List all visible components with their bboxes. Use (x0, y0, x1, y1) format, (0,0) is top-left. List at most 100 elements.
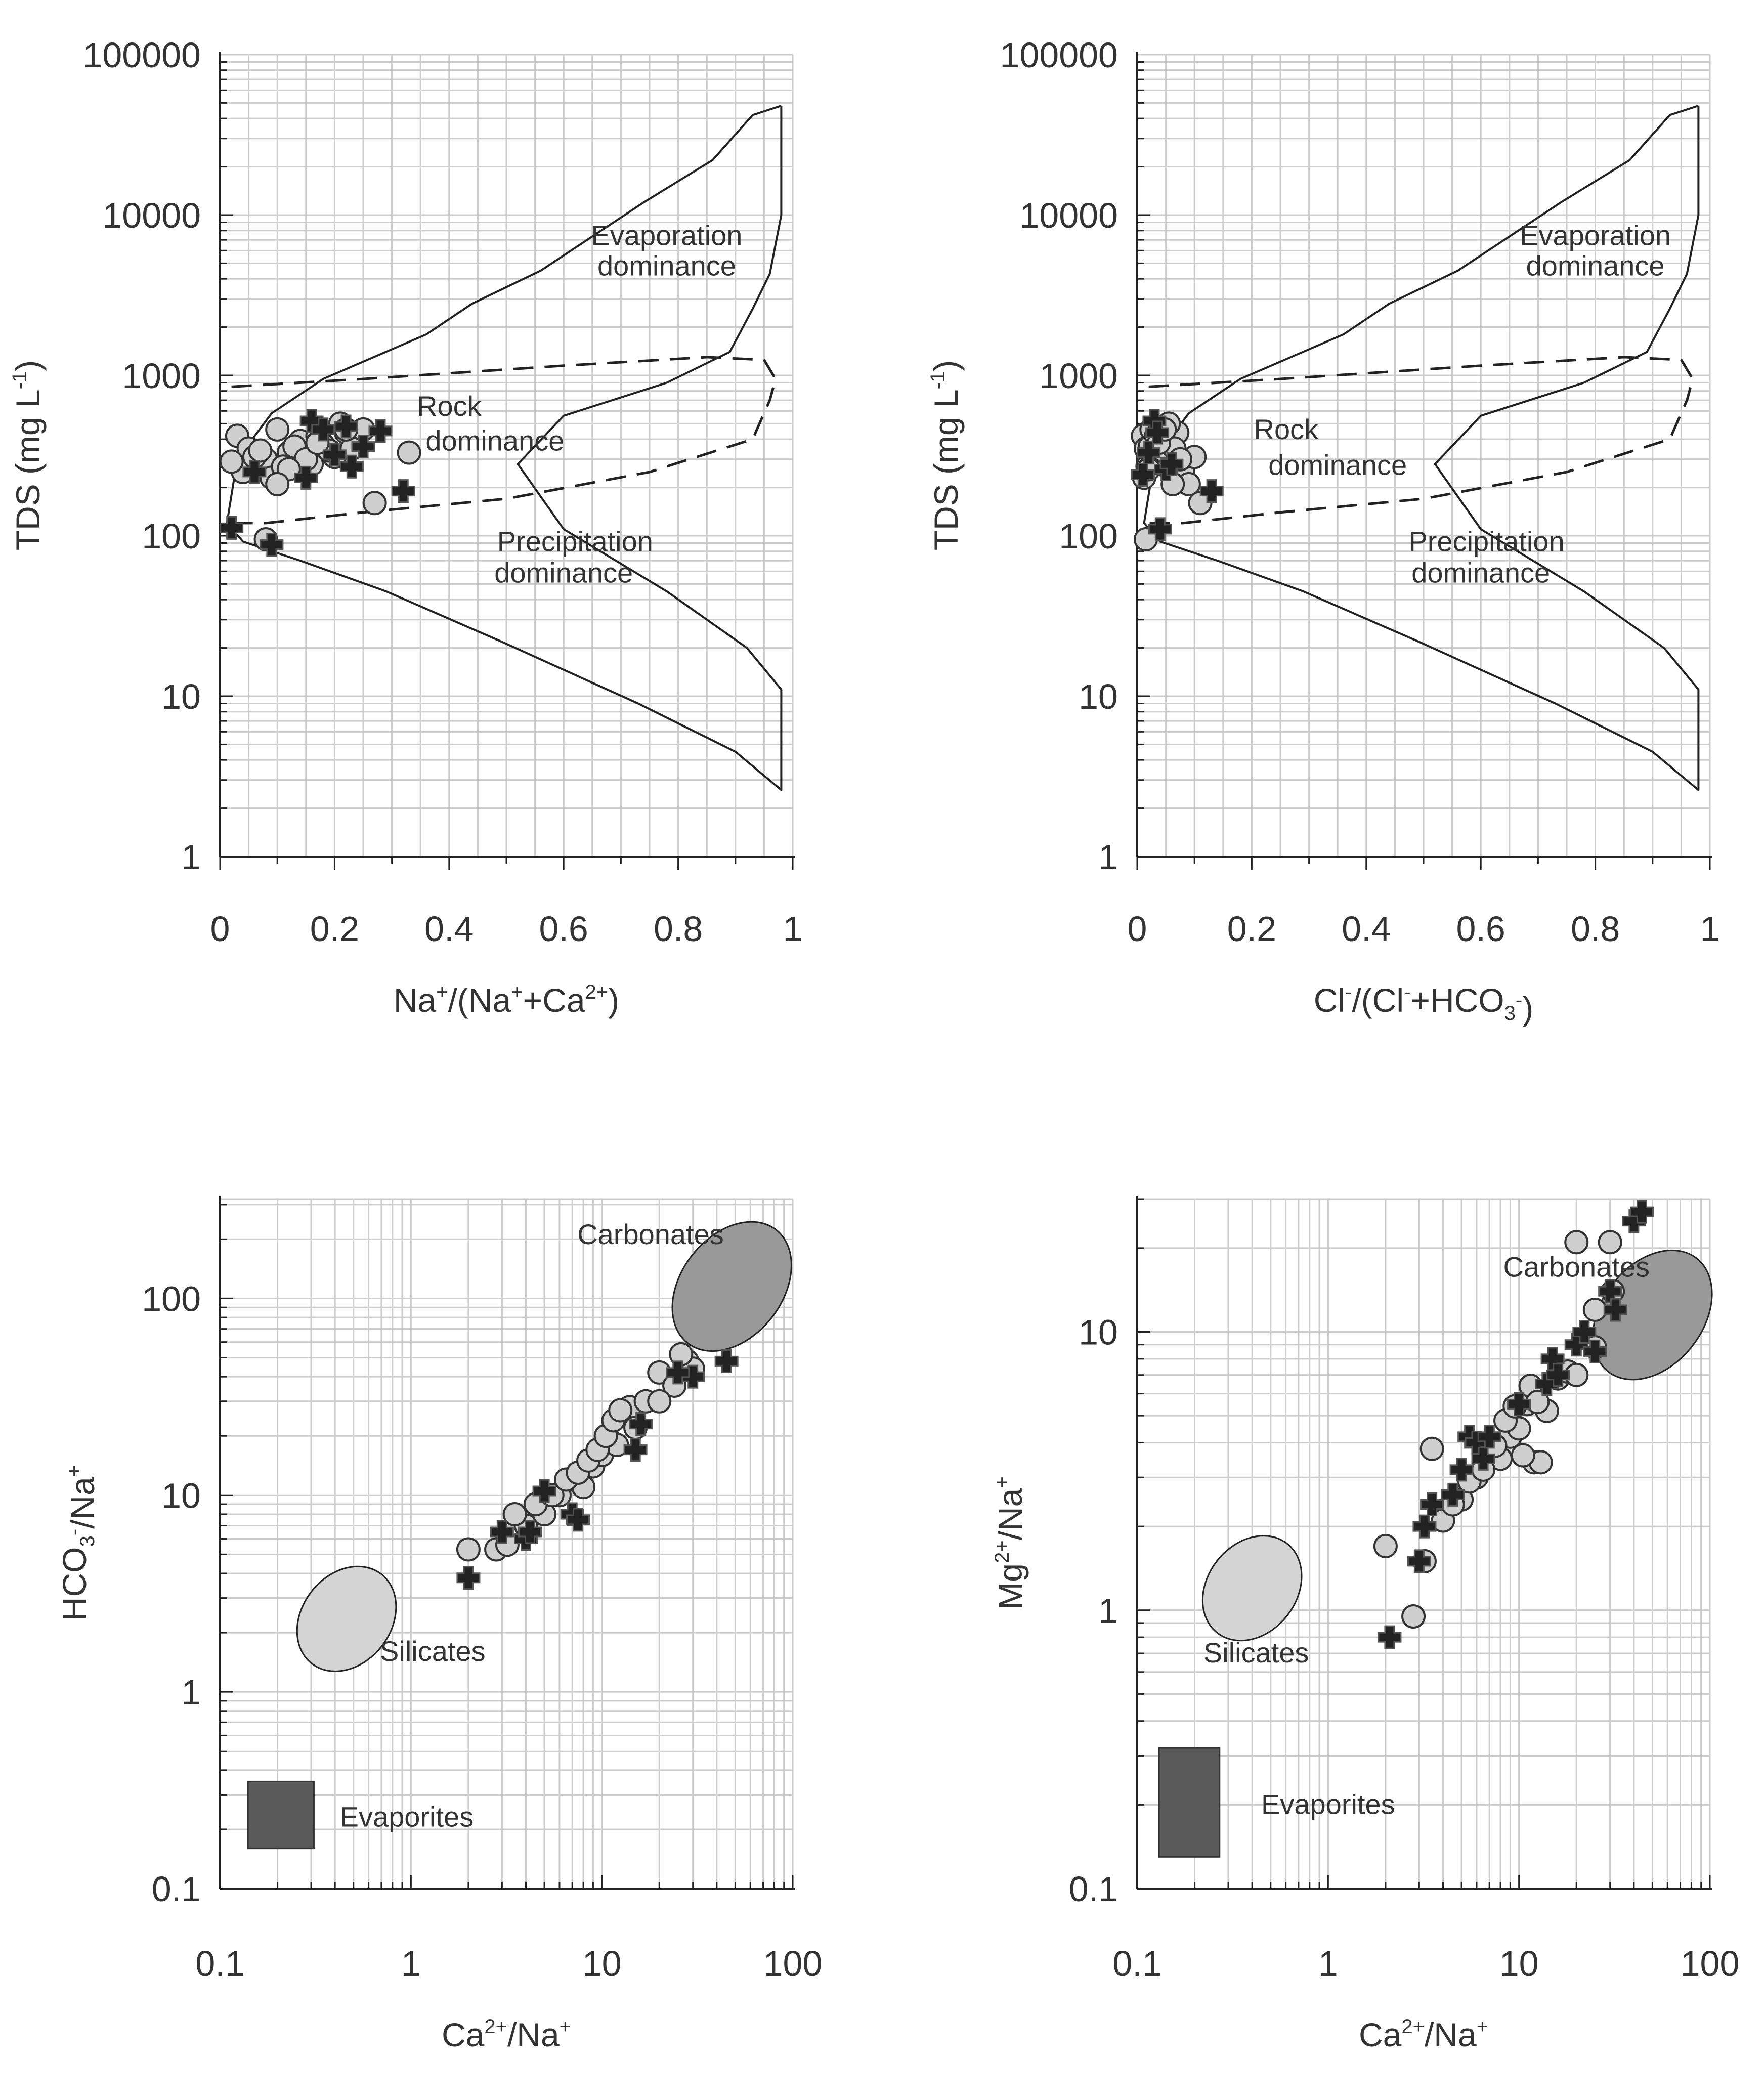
x-tick-label: 0 (210, 909, 230, 949)
y-axis-title: HCO3-/Na+ (56, 1465, 101, 1621)
y-tick-label: 100 (1059, 517, 1118, 556)
x-tick-label: 1 (1318, 1944, 1338, 1983)
x-axis-title: Na+/(Na++Ca2+) (394, 981, 619, 1019)
data-point-cross (1148, 517, 1172, 541)
chart-panel-A: 1 10 100 1000 10000 100000 0 0.2 0.4 0.6 0.8 1 Na+/(… (9, 35, 802, 1019)
y-tick-label: 10 (161, 677, 201, 716)
y-tick-label: 10 (1079, 1313, 1118, 1352)
data-point-cross (311, 417, 335, 442)
annotation-label: Rock (1254, 413, 1319, 445)
x-tick-label: 0.8 (1571, 909, 1620, 949)
data-point-circle (1564, 1230, 1589, 1255)
silicates-label: Silicates (1203, 1637, 1309, 1669)
annotation-label: Evaporation (1520, 219, 1671, 251)
data-point-circle (1598, 1230, 1622, 1255)
data-point-cross (391, 479, 415, 503)
data-point-circle (248, 438, 273, 463)
grid-A (219, 54, 794, 858)
x-tick-label: 10 (582, 1944, 622, 1983)
x-tick-label: 100 (763, 1944, 823, 1983)
x-tick-label: 0.4 (1342, 909, 1391, 949)
data-point-cross (368, 419, 393, 443)
x-tick-label: 0 (1128, 909, 1147, 949)
y-tick-label: 10 (161, 1476, 201, 1515)
data-point-circle (502, 1502, 527, 1526)
data-point-cross (1603, 1298, 1627, 1322)
carbonates-label: Carbonates (1503, 1251, 1650, 1283)
data-point-cross (1449, 1458, 1474, 1482)
data-point-cross (666, 1360, 690, 1385)
chart-panel-D: 0.1 1 10 0.1 1 10 100 Ca2+/Na+ Mg2+/Na+ Carbonate… (991, 1196, 1739, 2054)
data-point-cross (1441, 1482, 1465, 1507)
evaporites-field (1158, 1747, 1221, 1858)
y-tick-label: 1000 (1039, 356, 1118, 396)
data-point-circle (397, 440, 421, 465)
data-point-cross (334, 414, 358, 439)
y-axis-title: TDS (mg L-1) (927, 360, 965, 551)
carbonates-field (671, 1221, 792, 1352)
x-tick-label: 1 (1700, 909, 1720, 949)
data-point-cross (220, 516, 244, 540)
data-point-circle (362, 491, 387, 516)
data-point-cross (1583, 1339, 1607, 1363)
x-tick-label: 0.6 (539, 909, 588, 949)
data-point-cross (566, 1508, 590, 1532)
data-point-cross (532, 1479, 556, 1503)
data-point-circle (608, 1398, 633, 1423)
x-tick-label: 1 (401, 1944, 421, 1983)
grid-B (1136, 54, 1711, 858)
y-tick-label: 100 (142, 1279, 201, 1318)
data-point-cross (456, 1566, 481, 1590)
series-crosses (1131, 409, 1224, 541)
x-axis-title: Cl-/(Cl-+HCO3-) (1314, 981, 1533, 1027)
y-tick-label: 1 (1098, 1591, 1118, 1631)
annotation-label: Evaporation (591, 219, 743, 251)
y-tick-label: 100000 (1000, 35, 1118, 75)
series-circles (1373, 1230, 1625, 1629)
data-point-cross (1199, 479, 1224, 503)
rock-dominance-boundary (1148, 356, 1694, 525)
annotation-label: dominance (1526, 249, 1665, 281)
x-tick-label: 0.8 (654, 909, 703, 949)
data-point-cross (1477, 1425, 1501, 1449)
data-point-circle (1511, 1443, 1535, 1468)
data-point-circle (219, 449, 244, 474)
x-tick-label: 0.2 (1227, 909, 1276, 949)
data-point-circle (265, 472, 290, 496)
series-circles (456, 1342, 705, 1562)
x-tick-label: 0.1 (1112, 1944, 1161, 1983)
data-point-cross (1629, 1200, 1654, 1224)
data-point-cross (351, 435, 375, 459)
carbonates-label: Carbonates (577, 1218, 724, 1250)
data-point-cross (1159, 452, 1184, 476)
x-tick-label: 0.1 (195, 1944, 244, 1983)
data-point-circle (647, 1389, 672, 1414)
y-tick-label: 100 (142, 517, 201, 556)
y-tick-label: 1 (1098, 837, 1118, 877)
y-tick-label: 10000 (102, 196, 201, 235)
data-point-circle (1401, 1604, 1426, 1629)
x-tick-label: 0.2 (310, 909, 359, 949)
x-tick-label: 0.6 (1456, 909, 1505, 949)
data-point-cross (490, 1520, 514, 1544)
data-point-cross (260, 533, 284, 557)
data-point-cross (629, 1412, 653, 1436)
series-crosses (220, 409, 415, 557)
x-axis-title: Ca2+/Na+ (1359, 2016, 1488, 2054)
gibbs-envelope (1143, 105, 1700, 791)
annotation-label: dominance (494, 557, 633, 589)
annotation-label: dominance (1411, 557, 1550, 589)
data-point-cross (294, 465, 318, 490)
y-axis-title: TDS (mg L-1) (9, 360, 47, 551)
silicates-field (296, 1565, 397, 1672)
data-point-cross (714, 1349, 739, 1373)
y-tick-label: 1 (181, 837, 201, 877)
annotation-label: dominance (425, 425, 564, 457)
x-tick-label: 0.4 (424, 909, 474, 949)
y-tick-label: 0.1 (1069, 1869, 1118, 1909)
series-crosses (456, 1349, 739, 1590)
data-point-cross (518, 1520, 542, 1544)
gibbs-envelope (226, 105, 783, 791)
data-point-circle (1419, 1436, 1444, 1461)
